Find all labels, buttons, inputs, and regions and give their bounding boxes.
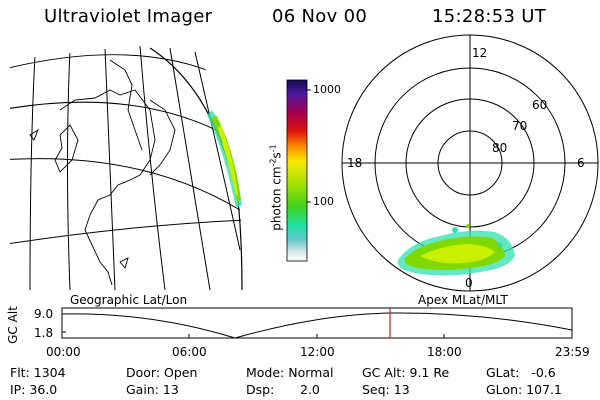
status-dsp-label: Dsp: bbox=[246, 382, 275, 397]
status-gc-alt: GC Alt: 9.1 Re bbox=[362, 365, 450, 380]
colorbar bbox=[286, 79, 311, 262]
time-tick-2359: 23:59 bbox=[555, 345, 590, 359]
auroral-oval-geo bbox=[207, 110, 242, 208]
mlat-label-70: 70 bbox=[512, 119, 528, 133]
status-ip: IP: 36.0 bbox=[10, 382, 58, 397]
lon-line bbox=[29, 54, 36, 290]
mlat-label-80: 80 bbox=[492, 141, 508, 155]
status-glat: GLat: -0.6 bbox=[486, 365, 556, 380]
coastline bbox=[59, 89, 156, 286]
status-flt: Flt: 1304 bbox=[10, 365, 66, 380]
altitude-curve bbox=[61, 312, 573, 339]
instrument-title: Ultraviolet Imager bbox=[44, 6, 213, 27]
altitude-tick-9: 9.0 bbox=[34, 307, 54, 321]
mlat-label-60: 60 bbox=[532, 98, 548, 112]
status-mode: Mode: Normal bbox=[246, 365, 334, 380]
geographic-map bbox=[10, 45, 245, 290]
header-time: 15:28:53 UT bbox=[432, 6, 547, 27]
lon-line bbox=[194, 51, 241, 251]
time-tick-1800: 18:00 bbox=[427, 345, 462, 359]
lat-line bbox=[10, 219, 245, 246]
colorbar-tick-1000: 1000 bbox=[313, 83, 341, 96]
status-seq: Seq: 13 bbox=[362, 382, 410, 397]
time-tick-0600: 06:00 bbox=[172, 345, 207, 359]
lon-line bbox=[169, 47, 211, 290]
mlt-label-6: 6 bbox=[577, 156, 585, 170]
status-dsp-value: 2.0 bbox=[300, 382, 320, 397]
time-tick-1200: 12:00 bbox=[300, 345, 335, 359]
lat-line bbox=[10, 158, 241, 211]
header-date: 06 Nov 00 bbox=[272, 6, 368, 27]
mlt-label-18: 18 bbox=[347, 156, 363, 170]
altitude-tick-1_8: 1.8 bbox=[34, 326, 54, 340]
coastline bbox=[29, 128, 39, 141]
lon-line bbox=[104, 47, 116, 290]
coastline bbox=[54, 124, 79, 173]
colorbar-tick-100: 100 bbox=[313, 195, 334, 208]
coastline bbox=[149, 99, 176, 176]
altitude-ylabel: GC Alt bbox=[6, 306, 20, 344]
coastline bbox=[119, 257, 129, 269]
lon-line bbox=[139, 45, 166, 290]
polar-plot bbox=[341, 34, 599, 292]
apex-label: Apex MLat/MLT bbox=[418, 293, 508, 307]
status-gain: Gain: 13 bbox=[126, 382, 179, 397]
time-tick-0000: 00:00 bbox=[46, 345, 81, 359]
auroral-oval-polar bbox=[397, 224, 515, 276]
coastline bbox=[109, 59, 143, 151]
mlt-label-12: 12 bbox=[472, 46, 488, 60]
status-door: Door: Open bbox=[126, 365, 198, 380]
status-glon: GLon: 107.1 bbox=[486, 382, 562, 397]
geographic-label: Geographic Lat/Lon bbox=[70, 293, 188, 307]
mlt-label-0: 0 bbox=[465, 276, 473, 290]
